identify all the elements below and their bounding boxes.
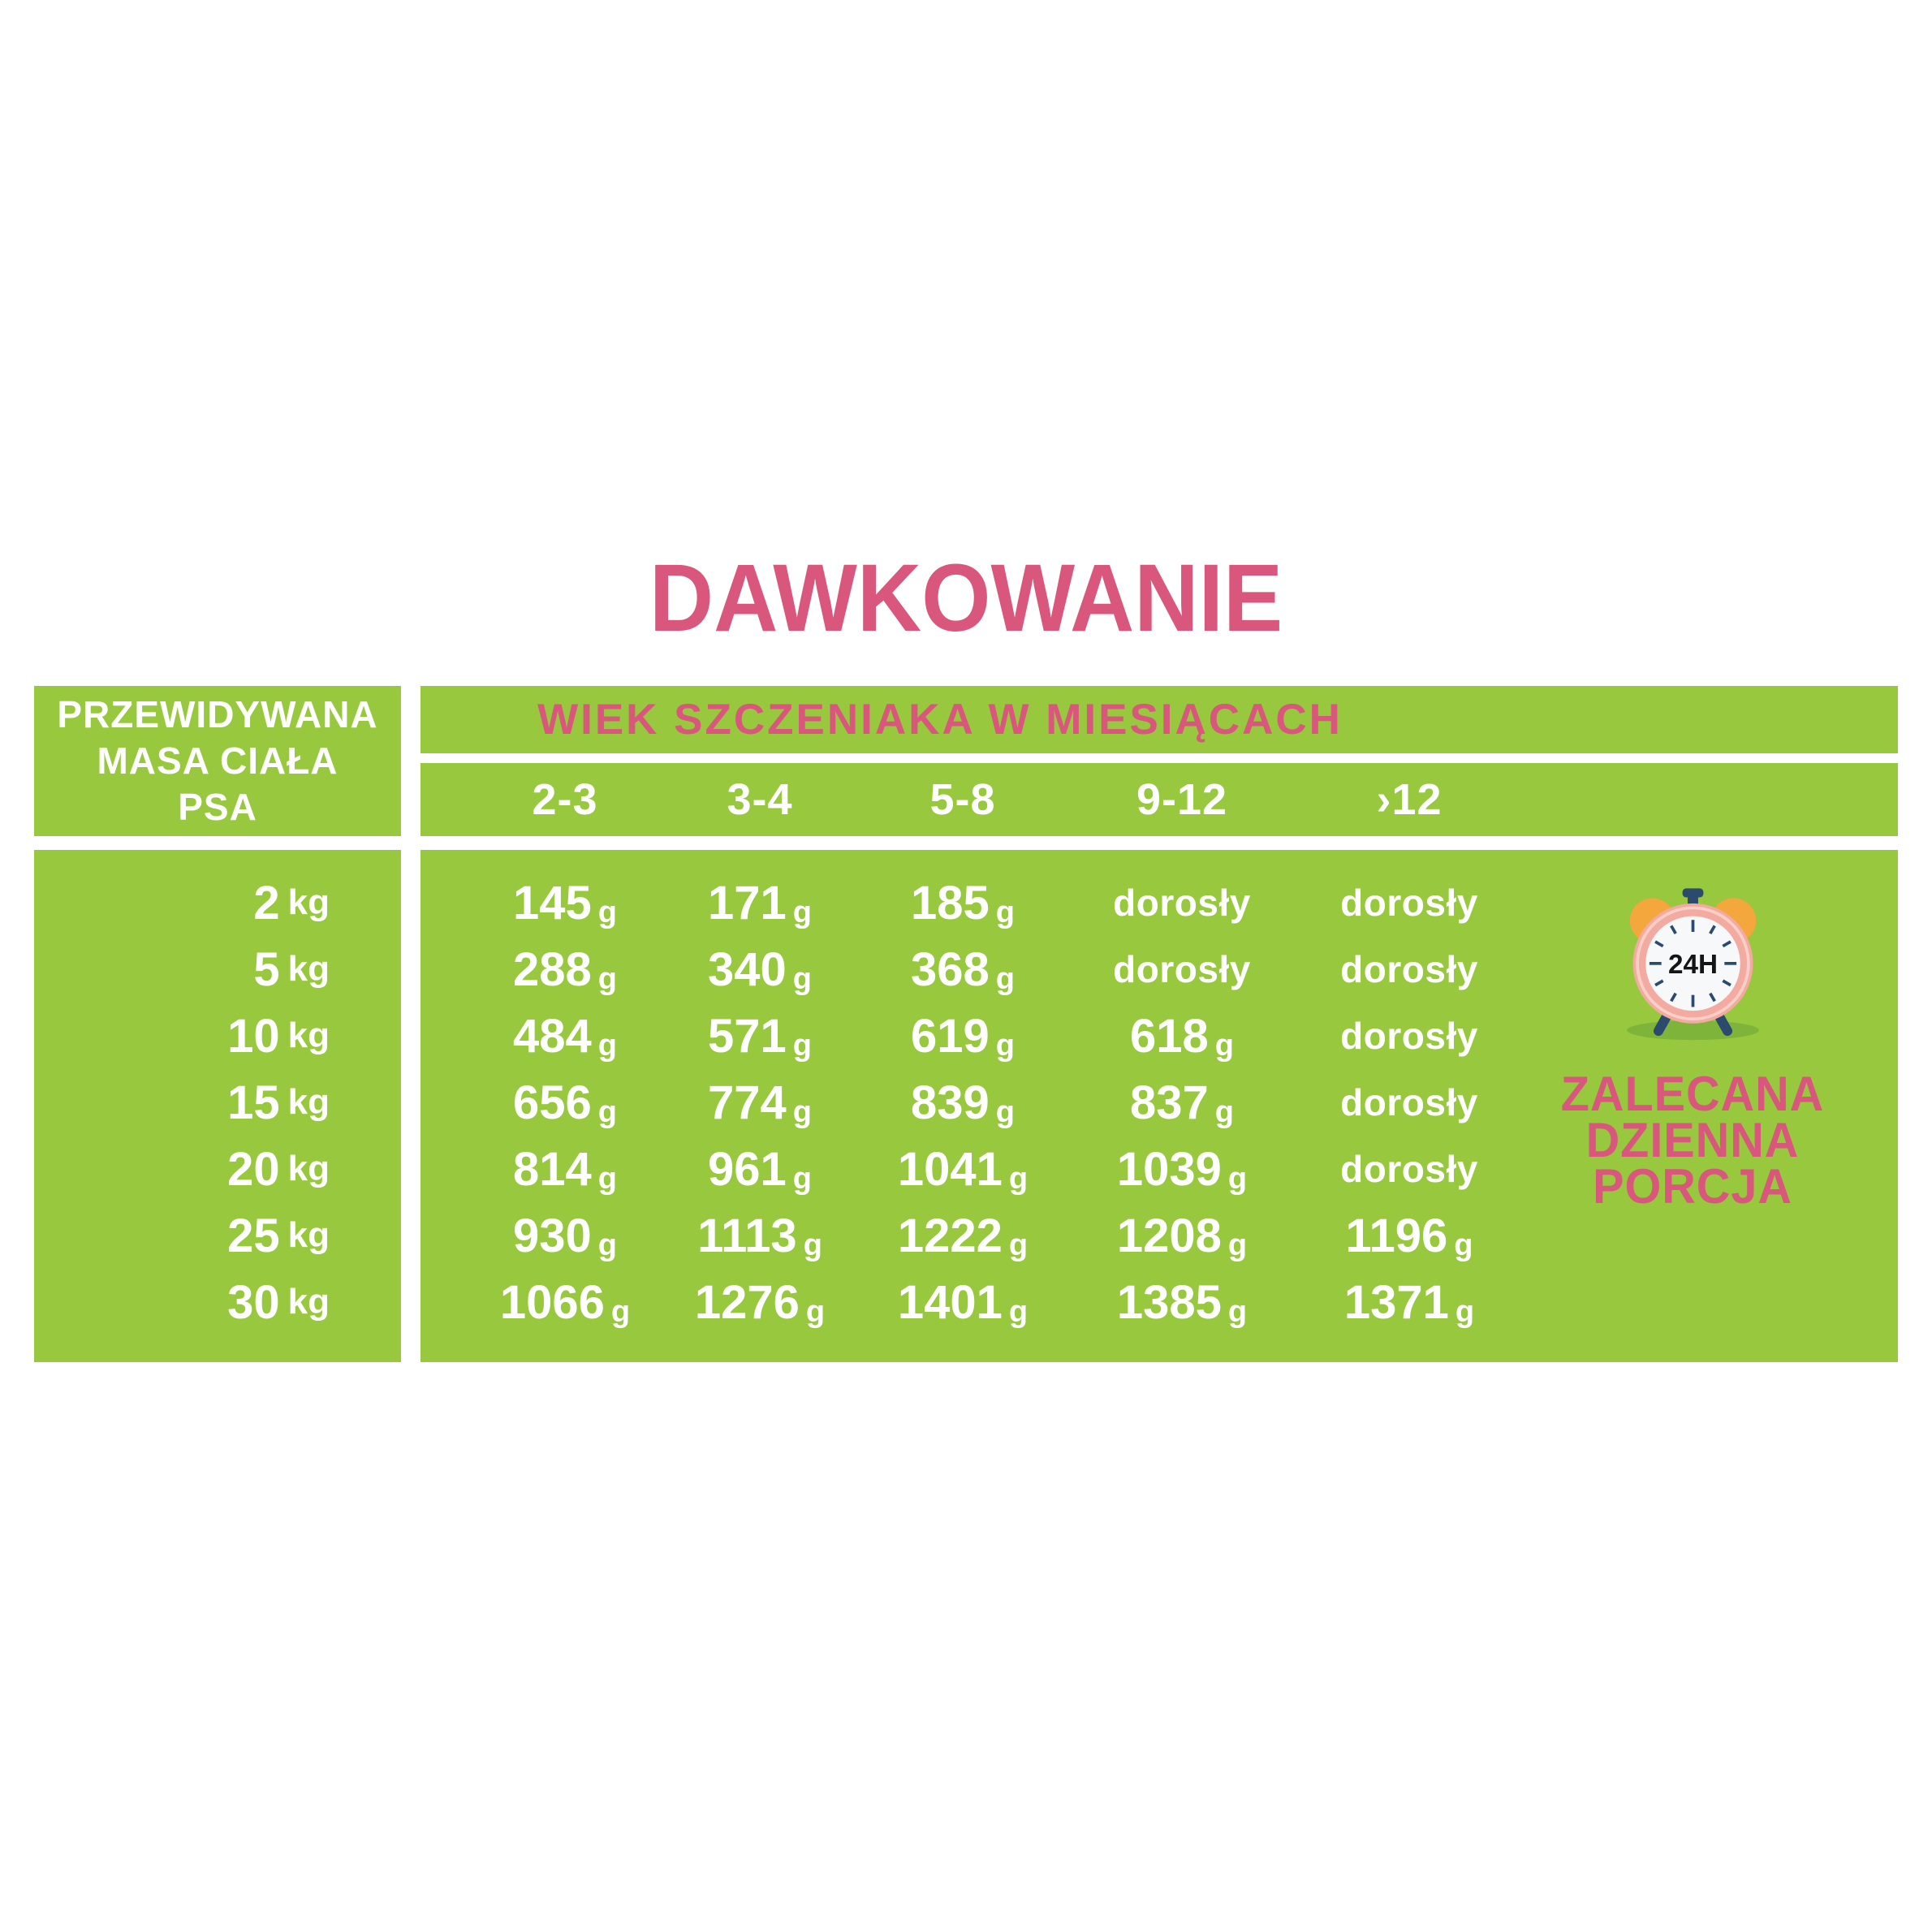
dose-cell: dorosły <box>1340 948 1478 990</box>
dose-row: 484 g 571 g 619 g 618 g dorosły <box>420 1003 1898 1069</box>
dose-cell: dorosły <box>1113 948 1251 990</box>
dose-cell: 1222 g <box>897 1209 1029 1262</box>
weight-unit: kg <box>287 882 330 922</box>
dose-cell: 1039 g <box>1116 1142 1248 1196</box>
clock-24h-label: 24H <box>1667 950 1717 980</box>
weight-value: 25 <box>227 1209 280 1262</box>
dose-cell: 145 g <box>513 876 617 929</box>
dose-row: 1066 g 1276 g 1401 g 1385 g 1371 g <box>420 1269 1898 1335</box>
dose-cell: 961 g <box>708 1142 812 1196</box>
dose-cell: 656 g <box>513 1076 617 1129</box>
weight-value: 20 <box>227 1142 280 1196</box>
weight-value: 15 <box>227 1076 280 1129</box>
dose-cell: 1041 g <box>897 1142 1029 1196</box>
dose-cell: 185 g <box>911 876 1015 929</box>
dose-cell: 619 g <box>911 1009 1015 1063</box>
dose-cell: dorosły <box>1340 882 1478 924</box>
caption-line: PORCJA <box>1593 1159 1792 1214</box>
dose-cell: 340 g <box>708 942 812 996</box>
dose-cell: 1385 g <box>1116 1275 1248 1329</box>
weight-unit: kg <box>287 1016 330 1055</box>
dose-cell: 1066 g <box>499 1275 631 1329</box>
dose-cell: 1276 g <box>694 1275 826 1329</box>
dose-cell: 484 g <box>513 1009 617 1063</box>
weight-unit: kg <box>287 1215 330 1255</box>
dose-cell: 814 g <box>513 1142 617 1196</box>
weight-row: 10 kg <box>34 1003 401 1069</box>
dose-cell: 571 g <box>708 1009 812 1063</box>
row-group-header: PRZEWIDYWANA MASA CIAŁA PSA <box>34 686 401 836</box>
weight-unit: kg <box>287 1149 330 1188</box>
weight-value: 5 <box>253 942 280 996</box>
dose-row: 814 g 961 g 1041 g 1039 g dorosły <box>420 1136 1898 1202</box>
weight-row: 30 kg <box>34 1269 401 1335</box>
alarm-clock-24h-icon: 24H <box>1626 888 1759 1041</box>
dose-cell: dorosły <box>1113 882 1251 924</box>
age-label: 2-3 <box>532 775 598 824</box>
caption-line: ZALECANA <box>1560 1067 1825 1121</box>
col-group-header: WIEK SZCZENIAKA W MIESIĄCACH <box>420 686 1898 753</box>
weight-row: 25 kg <box>34 1202 401 1269</box>
dose-cell: 930 g <box>513 1209 617 1262</box>
age-header-row: 2-3 3-4 5-8 9-12 ›12 <box>420 763 1898 836</box>
age-label: ›12 <box>1376 775 1443 824</box>
age-label: 5-8 <box>929 775 996 824</box>
dose-cell: 837 g <box>1130 1076 1234 1129</box>
dose-grid: 145 g 171 g 185 g dorosły dorosły 288 g 340 g… <box>420 850 1898 1362</box>
weight-unit: kg <box>287 1082 330 1122</box>
weight-row: 5 kg <box>34 936 401 1003</box>
page-title: DAWKOWANIE <box>649 545 1283 652</box>
col-group-header-label: WIEK SZCZENIAKA W MIESIĄCACH <box>537 696 1343 744</box>
dose-cell: dorosły <box>1340 1081 1478 1123</box>
dose-cell: 1401 g <box>897 1275 1029 1329</box>
dose-cell: 171 g <box>708 876 812 929</box>
dose-cell: 1208 g <box>1116 1209 1248 1262</box>
weight-row: 2 kg <box>34 869 401 936</box>
weight-value: 2 <box>253 876 280 929</box>
dose-cell: 1113 g <box>697 1209 822 1262</box>
daily-portion-caption: ZALECANA DZIENNA PORCJA <box>1560 1067 1825 1214</box>
dose-cell: 1371 g <box>1343 1275 1475 1329</box>
dose-cell: 774 g <box>708 1076 812 1129</box>
age-label: 9-12 <box>1136 775 1228 824</box>
row-header-line: PRZEWIDYWANA <box>57 693 378 735</box>
dose-row: 288 g 340 g 368 g dorosły dorosły <box>420 936 1898 1003</box>
weight-unit: kg <box>287 949 330 989</box>
weight-row: 20 kg <box>34 1136 401 1202</box>
dose-cell: 288 g <box>513 942 617 996</box>
weight-unit: kg <box>287 1282 330 1322</box>
dose-cell: 839 g <box>911 1076 1015 1129</box>
dose-row: 656 g 774 g 839 g 837 g dorosły <box>420 1069 1898 1136</box>
weight-value: 10 <box>227 1009 280 1063</box>
weight-value: 30 <box>227 1275 280 1329</box>
dosing-table: PRZEWIDYWANA MASA CIAŁA PSA WIEK SZCZENI… <box>34 686 1898 1362</box>
weight-row: 15 kg <box>34 1069 401 1136</box>
row-header-line: MASA CIAŁA <box>97 740 339 782</box>
dose-row: 145 g 171 g 185 g dorosły dorosły <box>420 869 1898 936</box>
age-label: 3-4 <box>727 775 793 824</box>
dose-cell: dorosły <box>1340 1148 1478 1190</box>
dose-row: 930 g 1113 g 1222 g 1208 g 1196 g <box>420 1202 1898 1269</box>
caption-line: DZIENNA <box>1585 1113 1800 1167</box>
weight-column: 2 kg 5 kg 10 kg 15 kg 20 kg 25 kg 30 kg <box>34 850 401 1362</box>
dose-cell: dorosły <box>1340 1015 1478 1057</box>
dose-cell: 368 g <box>911 942 1015 996</box>
dose-cell: 1196 g <box>1345 1209 1473 1262</box>
dose-cell: 618 g <box>1130 1009 1234 1063</box>
daily-portion-panel: 24H ZALECANA DZIENNA PORCJA <box>1523 850 1898 1362</box>
row-header-line: PSA <box>178 786 257 828</box>
